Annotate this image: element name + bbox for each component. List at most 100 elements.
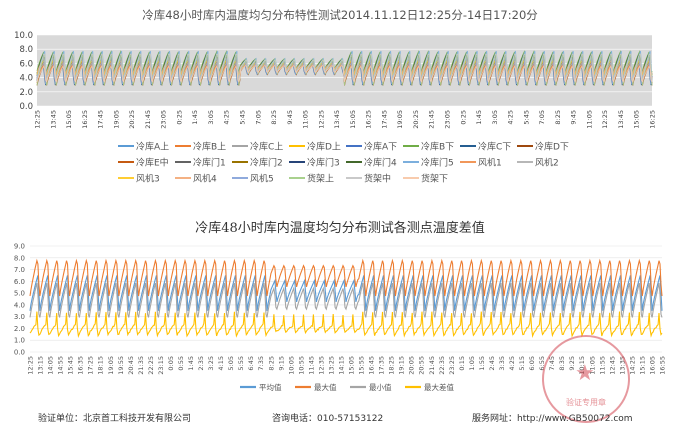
chart2-ytick-label: 2.0 <box>14 325 25 333</box>
chart2-ytick-label: 9.0 <box>14 243 25 251</box>
chart2-xtick-label: 7:35 <box>257 356 265 371</box>
chart2-xtick-label: 22:35 <box>438 356 446 375</box>
chart2-series-line <box>29 275 663 311</box>
chart1-legend-label: 冷库门5 <box>421 157 454 169</box>
chart1-xtick-label: 9:45 <box>570 110 578 125</box>
chart2-ytick-label: 0.0 <box>14 349 25 357</box>
chart2-title: 冷库48小时库内温度均匀分布测试各测点温度差值 <box>195 221 485 236</box>
chart2-series-line <box>29 282 663 318</box>
chart1-legend-label: 冷库C下 <box>478 141 511 153</box>
chart2-xtick-label: 8:25 <box>267 356 275 371</box>
chart1-xtick-label: 13:45 <box>333 110 341 129</box>
chart2-legend-label: 最大差值 <box>424 382 454 392</box>
chart1-xtick-label: 11:05 <box>302 110 310 129</box>
star-icon: ★ <box>575 361 595 386</box>
chart2-xtick-label: 1:55 <box>478 356 486 371</box>
chart1-legend-label: 货架下 <box>421 173 448 185</box>
chart1-xtick-label: 23:05 <box>160 110 168 129</box>
chart2-xtick-label: 6:05 <box>528 356 536 371</box>
chart1-xtick-label: 0:25 <box>459 110 467 125</box>
chart1-xtick-label: 12:25 <box>601 110 609 129</box>
chart1-xtick-label: 7:05 <box>538 110 546 125</box>
chart2-xtick-label: 17:25 <box>87 356 95 375</box>
chart1-legend-label: 风机2 <box>535 157 559 169</box>
chart2-xtick-label: 15:45 <box>67 356 75 375</box>
chart1-legend-label: 冷库E中 <box>136 157 169 169</box>
chart1-xtick-label: 19:05 <box>396 110 404 129</box>
chart2-xtick-label: 17:35 <box>378 356 386 375</box>
chart2-ytick-label: 8.0 <box>14 254 25 262</box>
chart1-xtick-label: 3:05 <box>207 110 215 125</box>
chart1-xtick-label: 1:45 <box>475 110 483 125</box>
chart1-xtick-label: 20:25 <box>128 110 136 129</box>
chart2-xtick-label: 12:25 <box>27 356 35 375</box>
chart1-legend-label: 冷库D上 <box>307 141 341 153</box>
chart1-xtick-label: 16:25 <box>649 110 657 129</box>
chart2-xtick-label: 10:05 <box>287 356 295 375</box>
chart1-xtick-label: 16:25 <box>365 110 373 129</box>
chart2-legend-label: 最大值 <box>314 382 337 392</box>
chart2-ytick-label: 5.0 <box>14 290 25 298</box>
chart2-xtick-label: 1:05 <box>468 356 476 371</box>
chart2-xtick-label: 23:15 <box>157 356 165 375</box>
chart1-xtick-label: 15:05 <box>65 110 73 129</box>
chart1-xtick-label: 17:45 <box>380 110 388 129</box>
chart1-legend-label: 冷库B下 <box>421 141 454 153</box>
chart2-xtick-label: 3:35 <box>498 356 506 371</box>
chart2-xtick-label: 11:45 <box>307 356 315 375</box>
chart2-xtick-label: 5:15 <box>518 356 526 371</box>
chart2-xtick-label: 13:15 <box>37 356 45 375</box>
chart2-xtick-label: 4:15 <box>217 356 225 371</box>
chart1-xtick-label: 11:05 <box>585 110 593 129</box>
chart1-xtick-label: 15:05 <box>633 110 641 129</box>
chart1-series-line <box>36 50 653 77</box>
chart2-xtick-label: 15:05 <box>348 356 356 375</box>
chart2-xtick-label: 21:45 <box>428 356 436 375</box>
chart1-ytick-label: 6.0 <box>19 59 33 69</box>
chart1-xtick-label: 21:45 <box>144 110 152 129</box>
chart1-legend-label: 冷库门4 <box>364 157 397 169</box>
chart2-xtick-label: 13:25 <box>327 356 335 375</box>
chart1-legend-label: 冷库A下 <box>364 141 397 153</box>
chart1-ytick-label: 4.0 <box>19 74 33 84</box>
chart2-xtick-label: 15:15 <box>638 356 646 375</box>
chart1-xtick-label: 9:45 <box>286 110 294 125</box>
chart2-xtick-label: 23:25 <box>448 356 456 375</box>
chart1-legend-label: 风机3 <box>136 173 160 185</box>
chart1-xtick-label: 21:45 <box>428 110 436 129</box>
chart2-ytick-label: 1.0 <box>14 337 25 345</box>
chart2-xtick-label: 14:15 <box>337 356 345 375</box>
footer-website: 服务网址：http://www.GB50072.com <box>472 414 633 424</box>
chart1-xtick-label: 5:45 <box>522 110 530 125</box>
chart1-title: 冷库48小时库内温度均匀分布特性测试2014.11.12日12:25分-14日1… <box>142 8 538 22</box>
chart2-legend-label: 最小值 <box>369 382 392 392</box>
chart1-xtick-label: 23:05 <box>444 110 452 129</box>
chart1: 0.0 2.0 4.0 6.0 8.0 10.0 12:25 13:45 15:05 16:25 1… <box>14 31 657 185</box>
chart2-legend-label: 平均值 <box>259 382 282 392</box>
chart2-xtick-label: 20:05 <box>408 356 416 375</box>
chart1-legend-label: 货架中 <box>364 173 391 185</box>
chart1-legend-label: 冷库门2 <box>250 157 283 169</box>
chart2-series-line <box>29 311 663 339</box>
chart2-xtick-label: 12:35 <box>317 356 325 375</box>
chart1-ytick-label: 2.0 <box>19 88 33 98</box>
chart2-xtick-label: 18:25 <box>388 356 396 375</box>
chart2-xtick-label: 20:45 <box>127 356 135 375</box>
chart2-xtick-label: 18:15 <box>97 356 105 375</box>
chart2-xtick-label: 16:35 <box>77 356 85 375</box>
chart2-xtick-label: 16:55 <box>659 356 667 375</box>
chart2-xtick-label: 21:35 <box>137 356 145 375</box>
chart2-xtick-label: 16:45 <box>368 356 376 375</box>
chart2-xtick-label: 10:55 <box>297 356 305 375</box>
chart2-xtick-label: 5:55 <box>237 356 245 371</box>
chart1-legend-label: 冷库B上 <box>193 141 226 153</box>
chart2-xtick-label: 4:25 <box>508 356 516 371</box>
chart2-ytick-label: 4.0 <box>14 301 25 309</box>
chart1-ytick-label: 8.0 <box>19 45 33 55</box>
chart1-xtick-label: 3:05 <box>491 110 499 125</box>
chart2-xtick-label: 3:25 <box>207 356 215 371</box>
chart1-xtick-label: 19:05 <box>112 110 120 129</box>
chart1-xtick-label: 12:25 <box>34 110 42 129</box>
footer-phone: 咨询电话：010-57153122 <box>272 414 384 424</box>
chart2-xtick-label: 0:55 <box>177 356 185 371</box>
